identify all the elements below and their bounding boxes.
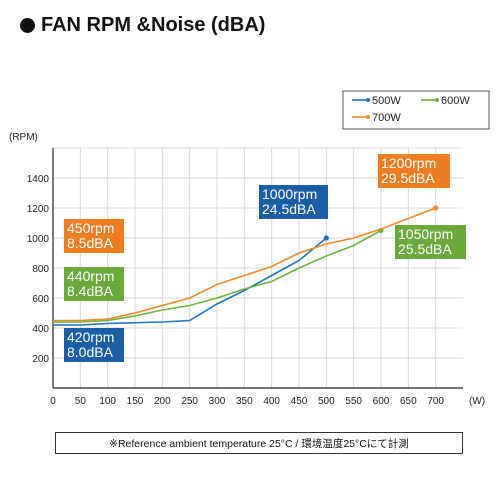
x-tick-label: 550	[345, 396, 362, 407]
series-line-700w	[53, 207, 436, 322]
annotation-rpm: 440rpm	[67, 268, 115, 284]
legend-label-700w: 700W	[372, 112, 401, 124]
annotation-dba: 8.4dBA	[67, 283, 113, 299]
y-tick-label: 200	[32, 354, 49, 365]
y-tick-label: 600	[32, 294, 49, 305]
series-line-500w	[53, 237, 327, 326]
annotation-rpm: 420rpm	[67, 329, 115, 345]
y-tick-label: 1000	[27, 234, 50, 245]
legend-marker-700w	[366, 115, 370, 119]
y-tick-label: 1200	[27, 204, 50, 215]
annotation-500w-start: 420rpm 8.0dBA	[64, 328, 124, 362]
x-tick-label: 300	[209, 396, 226, 407]
legend-marker-500w	[366, 98, 370, 102]
annotation-rpm: 1050rpm	[398, 226, 454, 242]
footnote: ※Reference ambient temperature 25°C / 環境…	[55, 432, 463, 454]
y-tick-label: 800	[32, 264, 49, 275]
annotation-dba: 8.0dBA	[67, 344, 113, 360]
x-tick-label: 500	[318, 396, 335, 407]
legend	[342, 90, 490, 130]
x-tick-label: 400	[263, 396, 280, 407]
bullet-icon	[20, 18, 35, 33]
annotation-dba: 29.5dBA	[381, 170, 435, 186]
y-tick-label: 1400	[27, 174, 50, 185]
annotation-600w-start: 440rpm 8.4dBA	[64, 267, 124, 301]
x-tick-label: 100	[99, 396, 116, 407]
chart-title-text: FAN RPM &Noise (dBA)	[41, 14, 266, 36]
annotation-rpm: 1000rpm	[262, 186, 318, 202]
x-tick-label: 650	[400, 396, 417, 407]
series-line-600w	[53, 229, 382, 323]
annotation-dba: 25.5dBA	[398, 241, 452, 257]
annotation-500w-end: 1000rpm 24.5dBA	[259, 185, 328, 219]
x-tick-label: 700	[427, 396, 444, 407]
legend-label-600w: 600W	[441, 95, 470, 107]
series-end-point-500w	[323, 235, 329, 241]
annotation-600w-end: 1050rpm 25.5dBA	[395, 225, 466, 259]
annotation-dba: 8.5dBA	[67, 235, 113, 251]
x-tick-label: 50	[75, 396, 87, 407]
chart-title: FAN RPM &Noise (dBA)	[20, 14, 265, 37]
legend-label-500w: 500W	[372, 95, 401, 107]
x-tick-label: 450	[291, 396, 308, 407]
annotation-700w-end: 1200rpm 29.5dBA	[378, 154, 450, 188]
y-tick-label: 400	[32, 324, 49, 335]
annotation-dba: 24.5dBA	[262, 201, 316, 217]
annotation-rpm: 1200rpm	[381, 155, 437, 171]
legend-marker-600w	[435, 98, 439, 102]
x-tick-label: 0	[50, 396, 56, 407]
y-axis-unit-label: (RPM)	[9, 132, 38, 143]
x-tick-label: 150	[127, 396, 144, 407]
x-tick-label: 350	[236, 396, 253, 407]
x-tick-label: 600	[373, 396, 390, 407]
x-axis-unit-label: (W)	[469, 396, 485, 407]
annotation-700w-start: 450rpm 8.5dBA	[64, 219, 124, 253]
series-end-point-700w	[433, 205, 439, 211]
x-tick-label: 250	[181, 396, 198, 407]
annotation-rpm: 450rpm	[67, 220, 115, 236]
x-tick-label: 200	[154, 396, 171, 407]
